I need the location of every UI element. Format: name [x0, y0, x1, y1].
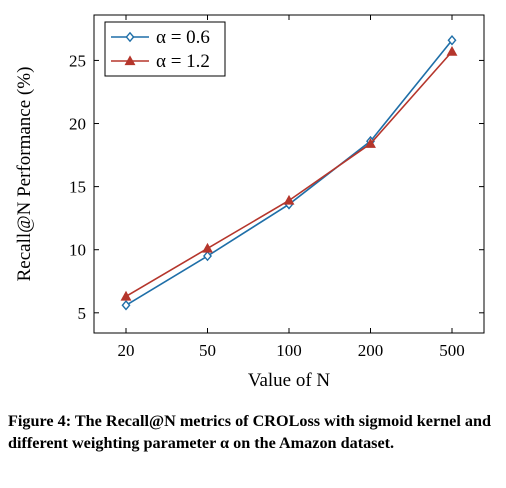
x-tick-label: 500	[439, 341, 465, 360]
y-axis-label: Recall@N Performance (%)	[14, 67, 35, 282]
y-tick-label: 10	[69, 241, 86, 260]
x-tick-label: 200	[358, 341, 384, 360]
data-point-diamond	[447, 34, 457, 46]
figure-caption: Figure 4: The Recall@N metrics of CROLos…	[8, 412, 491, 452]
series-2	[120, 45, 458, 301]
legend-entry: α = 1.2	[111, 51, 210, 72]
data-point-triangle	[120, 290, 132, 301]
series-line	[125, 51, 453, 298]
series-layer	[120, 34, 458, 311]
x-tick-label: 20	[118, 341, 135, 360]
legend: α = 0.6 α = 1.2	[104, 21, 226, 77]
data-point-diamond	[121, 299, 131, 311]
data-point-triangle	[124, 55, 136, 66]
data-point-diamond	[125, 31, 135, 43]
legend-entry: α = 0.6	[111, 27, 210, 48]
x-tick-label: 100	[276, 341, 302, 360]
y-tick-label: 20	[69, 115, 86, 134]
data-point-diamond	[203, 250, 212, 262]
x-axis-label: Value of N	[248, 370, 331, 391]
x-tick-label: 50	[199, 341, 216, 360]
y-tick-label: 15	[69, 178, 86, 197]
data-point-triangle	[283, 194, 295, 205]
y-axis-ticks: 5 10 15 20 25	[69, 51, 484, 323]
y-tick-label: 25	[69, 51, 86, 70]
series-line	[125, 39, 453, 306]
legend-label: α = 0.6	[156, 27, 210, 48]
data-point-triangle	[446, 45, 458, 56]
legend-box	[104, 21, 226, 77]
y-tick-label: 5	[78, 304, 87, 323]
x-axis-ticks: 20 50 100 200 500	[118, 15, 465, 360]
data-point-triangle	[365, 138, 376, 148]
data-point-triangle	[202, 242, 213, 253]
recall-chart: 5 10 15 20 25 20 50 100 200 500 Recall@N Perform…	[14, 14, 485, 391]
legend-label: α = 1.2	[156, 51, 210, 72]
